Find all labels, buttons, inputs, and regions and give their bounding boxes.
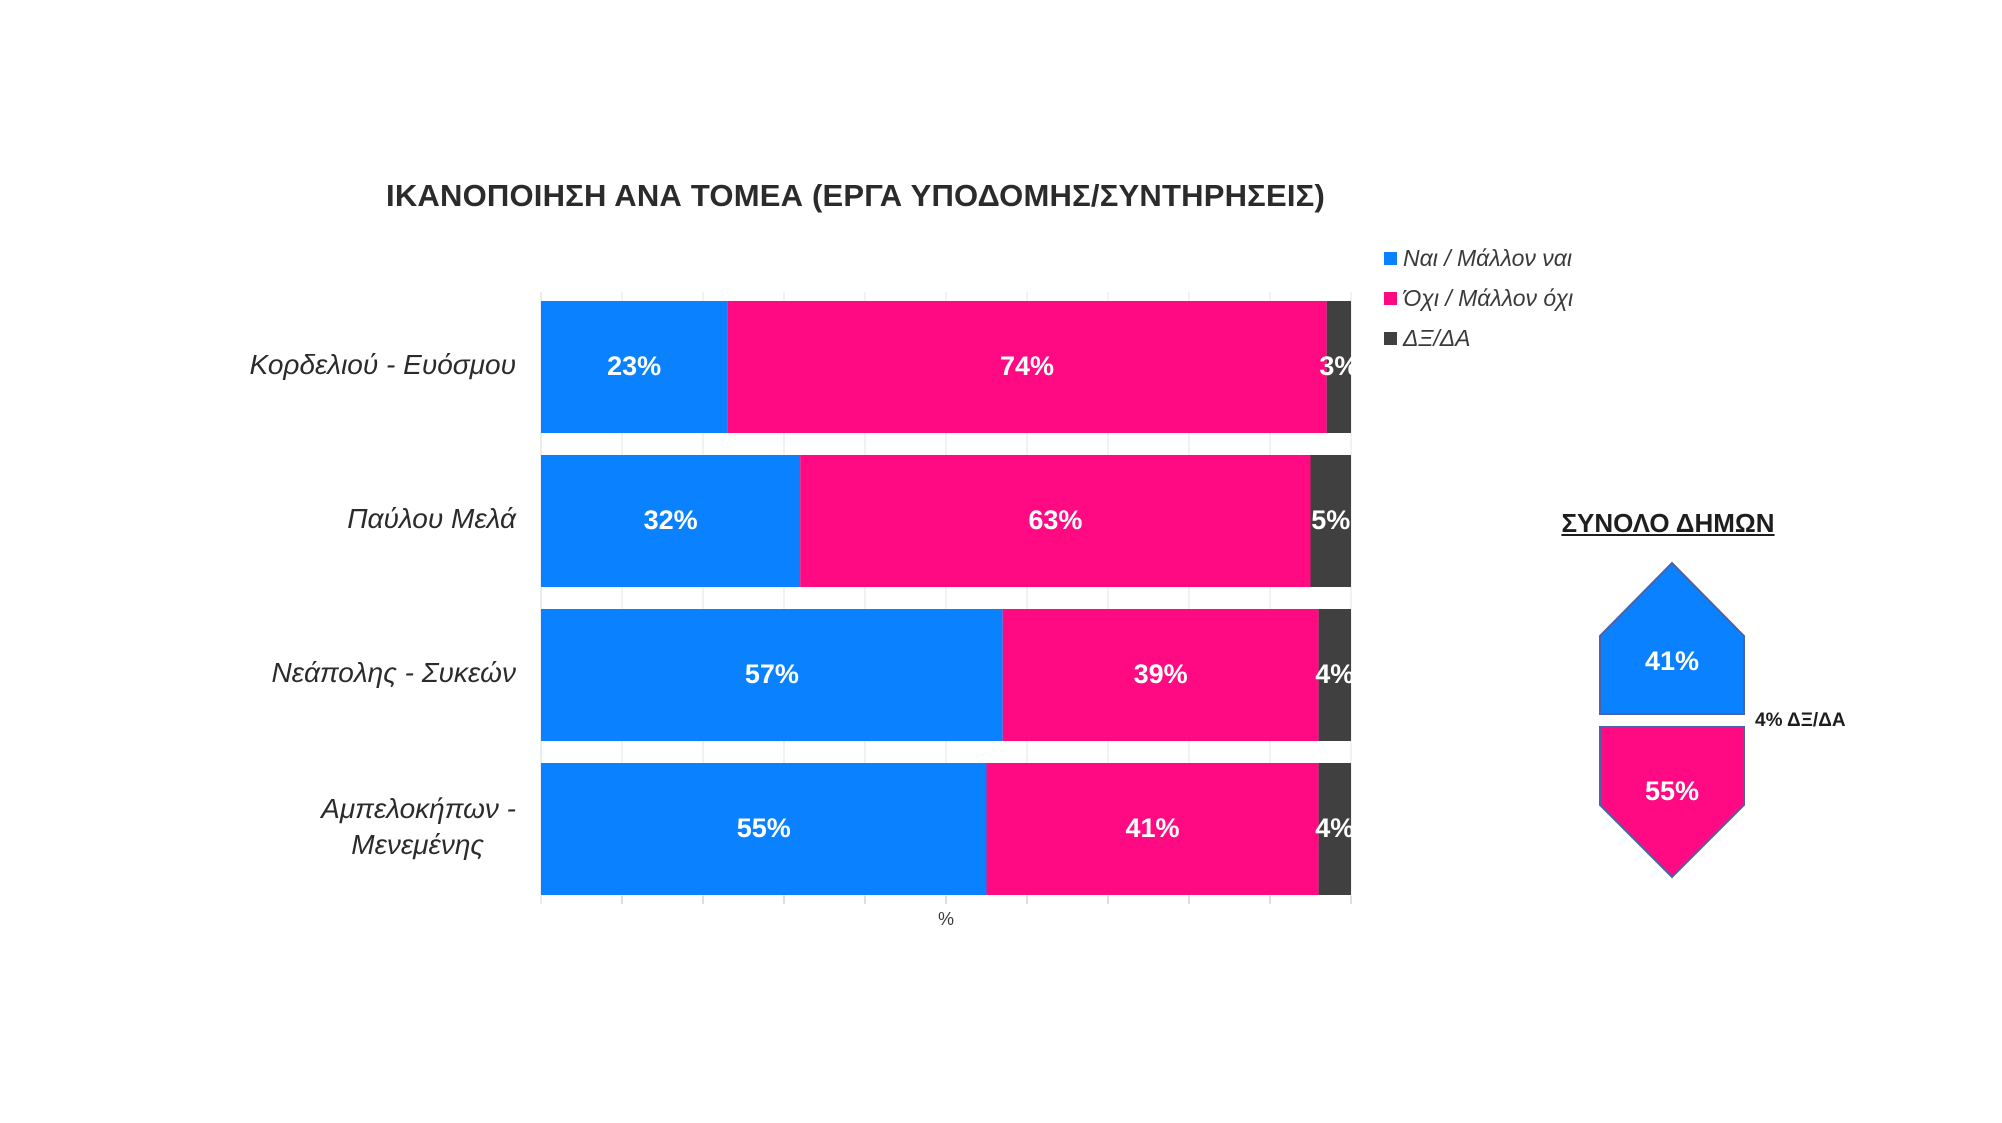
bar-segment xyxy=(1326,301,1351,433)
legend-swatch-yes xyxy=(1384,251,1397,265)
x-axis-label: % xyxy=(938,909,954,929)
bar-data-label: 39% xyxy=(1134,659,1188,689)
bar-segment xyxy=(727,301,1327,433)
bar-segment xyxy=(1310,455,1351,587)
legend-swatch-dk xyxy=(1384,331,1397,345)
bar-data-label: 23% xyxy=(607,351,661,381)
bar-segment xyxy=(541,609,1003,741)
bar-segment xyxy=(986,763,1319,895)
bar-data-label: 4% xyxy=(1315,659,1354,689)
bar-data-label: 4% xyxy=(1315,813,1354,843)
category-label: Παύλου Μελά xyxy=(347,503,517,534)
bar-segment xyxy=(541,455,801,587)
legend-item-dk: ΔΞ/ΔΑ xyxy=(1384,318,1573,358)
legend-item-yes: Ναι / Μάλλον ναι xyxy=(1384,238,1573,278)
bar-data-label: 41% xyxy=(1126,813,1180,843)
legend-item-no: Όχι / Μάλλον όχι xyxy=(1384,278,1573,318)
summary-other-note: 4% ΔΞ/ΔΑ xyxy=(1755,710,1846,731)
bar-data-label: 57% xyxy=(745,659,799,689)
chart-title: ΙΚΑΝΟΠΟΙΗΣΗ ΑΝΑ ΤΟΜΕΑ (ΕΡΓΑ ΥΠΟΔΟΜΗΣ/ΣΥΝ… xyxy=(386,178,1325,213)
bar-data-label: 55% xyxy=(737,813,791,843)
bar-data-label: 32% xyxy=(644,505,698,535)
total-title: ΣΥΝΟΛΟ ΔΗΜΩΝ xyxy=(1561,508,1775,538)
category-label: Κορδελιού - Ευόσμου xyxy=(250,349,517,380)
bar-segment xyxy=(1318,609,1351,741)
bar-data-label: 74% xyxy=(1000,351,1054,381)
chart-legend: Ναι / Μάλλον ναι Όχι / Μάλλον όχι ΔΞ/ΔΑ xyxy=(1384,238,1573,358)
bar-segment xyxy=(541,763,987,895)
bar-segment xyxy=(541,301,728,433)
bar-segment xyxy=(1318,763,1351,895)
legend-label-yes: Ναι / Μάλλον ναι xyxy=(1403,244,1573,271)
category-label: Νεάπολης - Συκεών xyxy=(271,657,516,688)
bar-data-label: 63% xyxy=(1028,505,1082,535)
bar-segment xyxy=(1002,609,1319,741)
legend-swatch-no xyxy=(1384,291,1397,305)
bar-data-label: 3% xyxy=(1319,351,1358,381)
category-label: Αμπελοκήπων -Μενεμένης xyxy=(319,793,516,860)
legend-label-no: Όχι / Μάλλον όχι xyxy=(1403,284,1574,311)
legend-label-dk: ΔΞ/ΔΑ xyxy=(1403,324,1471,351)
bar-segment xyxy=(800,455,1311,587)
bar-data-label: 5% xyxy=(1311,505,1350,535)
